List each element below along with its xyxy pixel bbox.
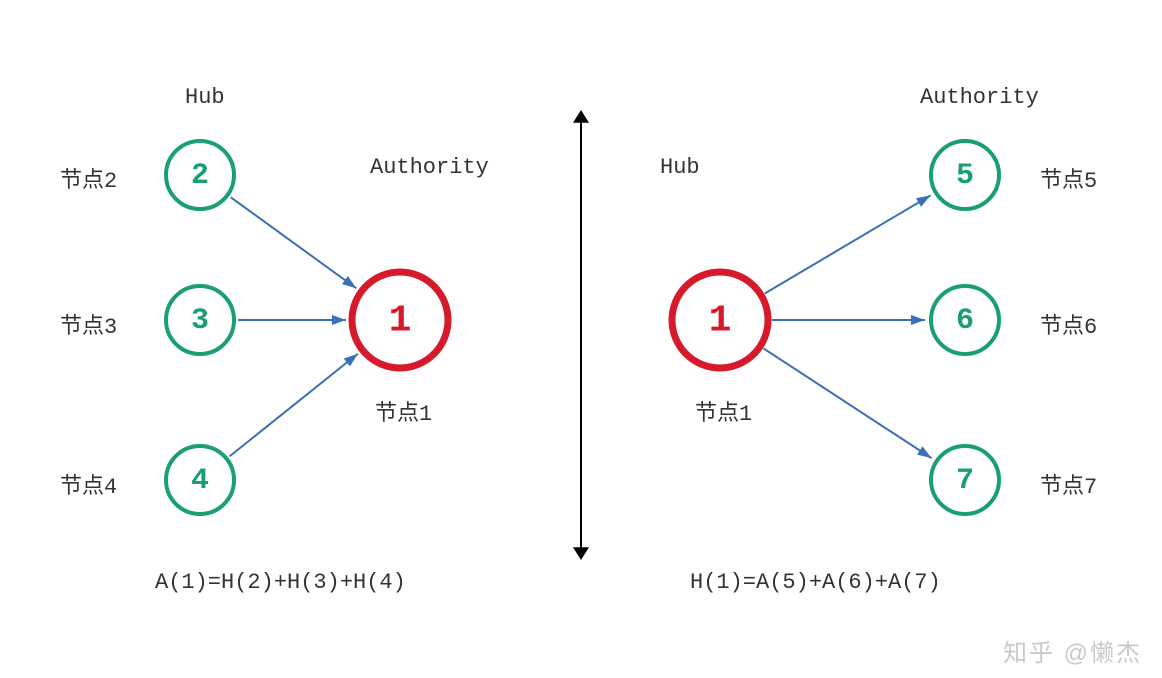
label-node7: 节点7 [1040,468,1097,500]
label-hub-right: Hub [660,155,700,180]
svg-text:4: 4 [191,464,209,498]
node-6: 6 [931,286,999,354]
node-2: 2 [166,141,234,209]
svg-text:2: 2 [191,159,209,193]
label-node1-left: 节点1 [375,395,432,427]
label-auth-right: Authority [920,85,1039,110]
watermark: 知乎 @懒杰 [1003,633,1142,668]
node-7: 7 [931,446,999,514]
node-3: 3 [166,286,234,354]
label-auth-left: Authority [370,155,489,180]
label-node4: 节点4 [60,468,117,500]
label-node1-right: 节点1 [695,395,752,427]
svg-text:5: 5 [956,159,974,193]
svg-text:1: 1 [389,300,412,343]
svg-text:7: 7 [956,464,974,498]
svg-text:6: 6 [956,304,974,338]
node-4: 4 [166,446,234,514]
node-5: 5 [931,141,999,209]
label-node6: 节点6 [1040,308,1097,340]
label-node2: 节点2 [60,162,117,194]
label-hub-left: Hub [185,85,225,110]
svg-text:3: 3 [191,304,209,338]
node-1: 1 [352,272,448,368]
formula-authority: A(1)=H(2)+H(3)+H(4) [155,570,406,595]
label-node3: 节点3 [60,308,117,340]
node-1: 1 [672,272,768,368]
label-node5: 节点5 [1040,162,1097,194]
formula-hub: H(1)=A(5)+A(6)+A(7) [690,570,941,595]
svg-text:1: 1 [709,300,732,343]
